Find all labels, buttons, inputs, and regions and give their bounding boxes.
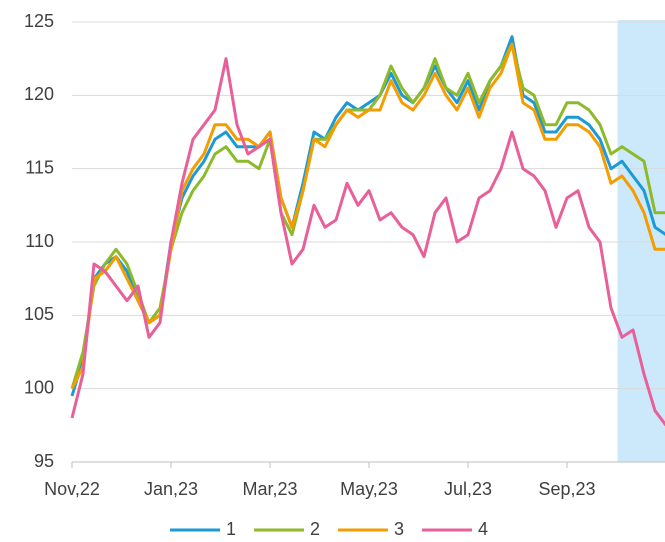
legend-label: 1 <box>226 519 236 539</box>
y-tick-label: 100 <box>24 377 54 397</box>
x-tick-label: Nov,22 <box>44 479 100 499</box>
x-tick-label: Mar,23 <box>242 479 297 499</box>
legend-label: 3 <box>394 519 404 539</box>
y-tick-label: 105 <box>24 304 54 324</box>
x-tick-label: Sep,23 <box>538 479 595 499</box>
x-tick-label: Jan,23 <box>144 479 198 499</box>
highlight-region <box>617 20 665 462</box>
series-line <box>70 57 665 427</box>
y-tick-label: 120 <box>24 84 54 104</box>
legend-label: 2 <box>310 519 320 539</box>
x-tick-label: Jul,23 <box>444 479 492 499</box>
y-tick-label: 115 <box>25 157 54 177</box>
y-tick-label: 95 <box>34 451 54 471</box>
x-tick-label: May,23 <box>340 479 398 499</box>
series-line <box>70 35 665 397</box>
y-tick-label: 110 <box>25 231 54 251</box>
legend-label: 4 <box>478 519 488 539</box>
y-tick-label: 125 <box>24 11 54 31</box>
